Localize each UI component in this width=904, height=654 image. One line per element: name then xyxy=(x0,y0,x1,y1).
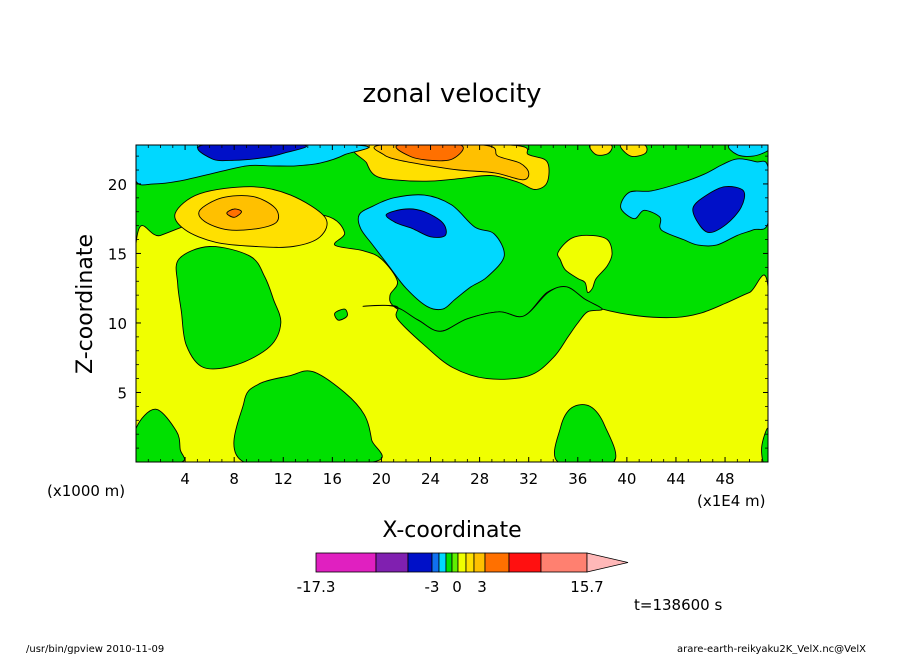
colorbar-bin xyxy=(431,552,440,573)
contour-region xyxy=(692,186,746,234)
contour-region xyxy=(395,145,464,162)
x-tick-label: 4 xyxy=(180,470,190,488)
contour-region xyxy=(589,145,613,156)
y-tick-label: 5 xyxy=(117,384,127,402)
y-axis-ticks: 5 10 15 20 xyxy=(108,155,768,449)
x-tick-label: 20 xyxy=(372,470,391,488)
colorbar-extension xyxy=(586,552,629,573)
contour-region xyxy=(175,246,282,370)
contour-region xyxy=(334,308,348,321)
contour-region xyxy=(727,145,768,157)
colorbar-bin xyxy=(508,552,542,573)
chart-title: zonal velocity xyxy=(362,79,541,109)
contour-region xyxy=(197,145,307,162)
colorbar-bin xyxy=(540,552,588,573)
colorbar-bin xyxy=(315,552,377,573)
x-tick-label: 28 xyxy=(470,470,489,488)
x-tick-label: 36 xyxy=(568,470,587,488)
x-tick-label: 48 xyxy=(716,470,735,488)
contour-region xyxy=(136,408,185,462)
time-label: t=138600 s xyxy=(634,596,722,614)
colorbar-bin xyxy=(438,552,447,573)
y-tick-label: 20 xyxy=(108,176,127,194)
x-tick-label: 8 xyxy=(229,470,239,488)
colorbar-tick-label: 3 xyxy=(477,578,487,596)
x-tick-label: 32 xyxy=(519,470,538,488)
x-tick-label: 16 xyxy=(323,470,342,488)
footer-right: arare-earth-reikyaku2K_VelX.nc@VelX xyxy=(677,644,866,654)
x-tick-label: 44 xyxy=(666,470,685,488)
colorbar xyxy=(315,552,629,573)
colorbar-tick-label: -17.3 xyxy=(297,578,336,596)
contour-region xyxy=(357,194,505,311)
colorbar-bin xyxy=(407,552,433,573)
colorbar-tick-label: 15.7 xyxy=(570,578,603,596)
contour-region xyxy=(226,208,242,218)
colorbar-bin xyxy=(457,552,467,573)
contour-region xyxy=(385,208,447,238)
colorbar-tick-label: -3 xyxy=(425,578,440,596)
x-axis-title: X-coordinate xyxy=(382,518,521,543)
contour-region xyxy=(557,234,613,294)
contour-region xyxy=(620,158,768,247)
colorbar-tick-label: 0 xyxy=(452,578,462,596)
colorbar-tick-labels: -17.3 -3 0 3 15.7 xyxy=(297,578,604,596)
colorbar-bin xyxy=(465,552,475,573)
colorbar-bin xyxy=(451,552,459,573)
x-axis-ticks: 4 8 12 16 20 24 28 32 36 40 44 48 xyxy=(147,145,763,488)
colorbar-bin xyxy=(445,552,453,573)
contour-region xyxy=(136,145,370,186)
contour-region xyxy=(233,370,383,462)
footer-left: /usr/bin/gpview 2010-11-09 xyxy=(26,644,164,654)
colorbar-bin xyxy=(484,552,510,573)
y-unit-label: (x1000 m) xyxy=(47,482,125,500)
x-tick-label: 12 xyxy=(274,470,293,488)
y-tick-label: 15 xyxy=(108,245,127,263)
x-tick-label: 40 xyxy=(617,470,636,488)
plot-frame xyxy=(135,144,769,463)
colorbar-bin xyxy=(473,552,486,573)
x-tick-label: 24 xyxy=(421,470,440,488)
contour-region xyxy=(554,404,617,462)
contour-region xyxy=(761,427,768,462)
contour-region xyxy=(362,286,603,380)
colorbar-bin xyxy=(375,552,409,573)
y-tick-label: 10 xyxy=(108,315,127,333)
y-axis-title: Z-coordinate xyxy=(73,234,98,374)
x-unit-label: (x1E4 m) xyxy=(697,492,766,510)
contour-regions xyxy=(136,145,768,462)
